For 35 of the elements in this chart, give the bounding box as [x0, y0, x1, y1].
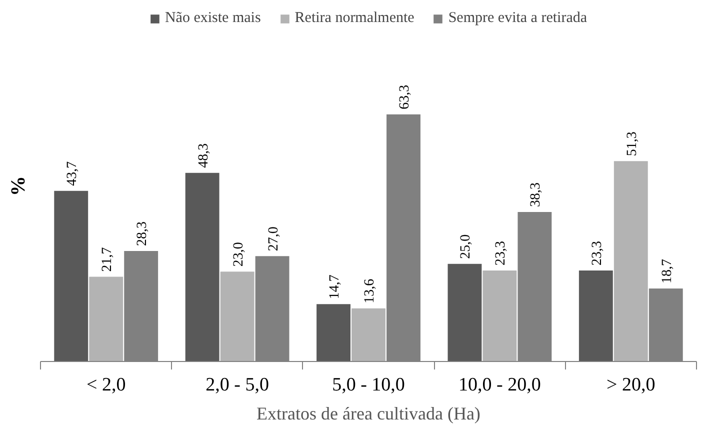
data-label: 38,3 — [528, 182, 544, 207]
x-tick-label: < 2,0 — [86, 374, 126, 396]
bar — [89, 276, 124, 362]
data-label: 63,3 — [397, 84, 412, 110]
bar — [185, 172, 220, 362]
bar — [316, 304, 350, 362]
x-tick-label: > 20,0 — [606, 374, 656, 396]
data-label: 23,3 — [590, 241, 605, 266]
y-axis-title: % — [8, 176, 30, 196]
data-label: 27,0 — [266, 226, 282, 252]
data-label: 28,3 — [135, 221, 150, 246]
bar — [578, 270, 613, 362]
bar — [614, 161, 648, 362]
data-label: 13,6 — [362, 278, 378, 304]
legend-label: Retira normalmente — [294, 10, 414, 27]
data-label: 23,0 — [231, 242, 246, 267]
data-label: 51,3 — [624, 132, 640, 156]
x-tick-label: 2,0 - 5,0 — [206, 374, 269, 396]
bar — [220, 272, 254, 362]
data-label: 48,3 — [196, 143, 212, 168]
data-label: 25,0 — [458, 234, 474, 259]
bar — [448, 264, 482, 362]
x-tick-label: 10,0 - 20,0 — [458, 374, 541, 396]
legend-label: Não existe mais — [164, 10, 261, 27]
data-label: 21,7 — [100, 247, 116, 272]
bar — [54, 190, 88, 362]
x-tick-label: 5,0 - 10,0 — [332, 374, 405, 396]
data-label: 14,7 — [328, 274, 343, 300]
data-label: 23,3 — [494, 241, 509, 266]
data-label: 43,7 — [65, 161, 80, 186]
bar — [352, 308, 386, 362]
data-label: 18,7 — [660, 258, 675, 284]
legend-label: Sempre evita a retirada — [448, 10, 588, 27]
bar — [482, 270, 517, 362]
x-axis-title: Extratos de área cultivada (Ha) — [256, 404, 480, 424]
